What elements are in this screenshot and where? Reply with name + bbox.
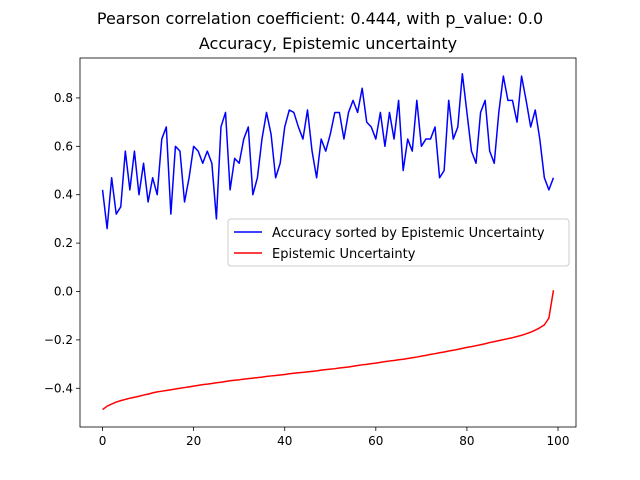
- x-tick-label-0: 0: [99, 434, 107, 448]
- y-tick-label-5: 0.6: [54, 139, 73, 153]
- legend-box: [227, 218, 570, 267]
- x-tick-label-20: 20: [186, 434, 201, 448]
- y-tick-label-3: 0.2: [54, 236, 73, 250]
- legend-label-0: Accuracy sorted by Epistemic Uncertainty: [272, 226, 545, 241]
- y-tick-label-0: −0.4: [44, 381, 73, 395]
- x-tick-label-80: 80: [459, 434, 474, 448]
- y-tick-label-4: 0.4: [54, 188, 73, 202]
- chart-subtitle: Accuracy, Epistemic uncertainty: [199, 34, 457, 53]
- x-tick-label-60: 60: [368, 434, 383, 448]
- y-tick-label-2: 0.0: [54, 284, 73, 298]
- chart-title: Pearson correlation coefficient: 0.444, …: [97, 9, 543, 29]
- x-tick-label-40: 40: [277, 434, 292, 448]
- legend-label-1: Epistemic Uncertainty: [272, 247, 416, 262]
- plot-area: 0 20 40 60 80 100 −0.4 −0.2 0.0 0.2 0.4 0.6 0.8 Accur…: [44, 57, 577, 448]
- series-line-1: [102, 290, 555, 411]
- y-tick-label-1: −0.2: [44, 333, 73, 347]
- series-line-0: [101, 72, 555, 230]
- plot-frame: [79, 57, 577, 428]
- x-tick-label-100: 100: [547, 434, 570, 448]
- y-tick-label-6: 0.8: [54, 91, 73, 105]
